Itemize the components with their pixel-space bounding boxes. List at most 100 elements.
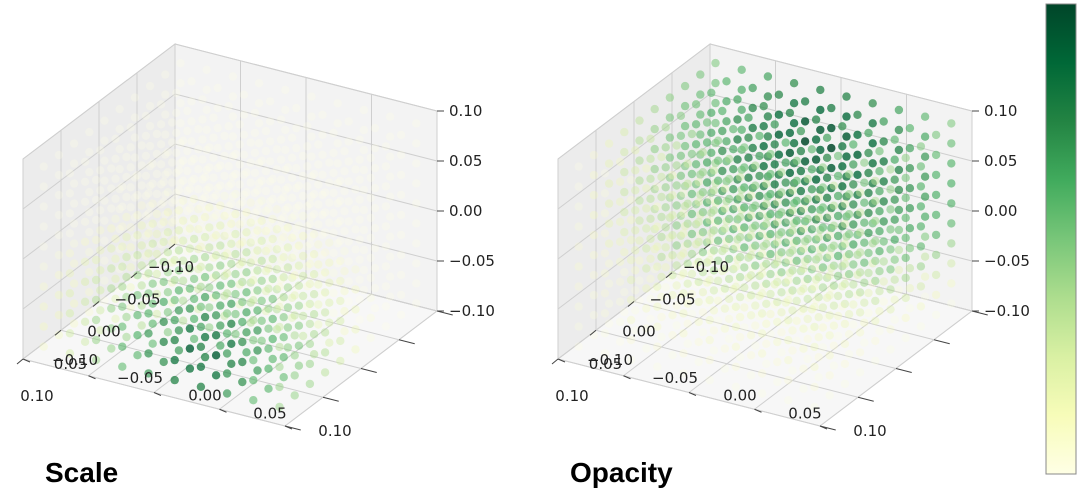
- scatter-point: [185, 324, 195, 333]
- scatter-point: [250, 168, 260, 178]
- scatter-point: [303, 242, 312, 251]
- scatter-point: [176, 178, 185, 188]
- scatter-point: [792, 216, 801, 225]
- scatter-point: [156, 240, 166, 249]
- scatter-point: [281, 185, 290, 195]
- scatter-point: [216, 201, 225, 210]
- scatter-point: [276, 175, 286, 184]
- scatter-point: [799, 344, 808, 353]
- scatter-point: [829, 261, 839, 270]
- scatter-point: [227, 199, 236, 208]
- scatter-point: [211, 191, 221, 200]
- scatter-point: [185, 244, 195, 253]
- scatter-point: [54, 190, 64, 200]
- scatter-point: [65, 349, 75, 358]
- scatter-point: [257, 196, 266, 205]
- scatter-point: [359, 165, 369, 175]
- scatter-point: [827, 143, 836, 153]
- scatter-point: [759, 282, 768, 291]
- scatter-point: [185, 264, 195, 273]
- scatter-point: [249, 356, 258, 365]
- scatter-point: [803, 294, 812, 304]
- scatter-point: [249, 376, 258, 385]
- scatter-point: [650, 104, 659, 114]
- scatter-point: [770, 260, 779, 269]
- scatter-point: [789, 99, 799, 108]
- scatter-point: [849, 240, 858, 249]
- scatter-point: [855, 368, 865, 377]
- scatter-point: [144, 229, 153, 238]
- scatter-point: [287, 153, 297, 162]
- scatter-point: [303, 122, 312, 131]
- scatter-point: [202, 245, 211, 254]
- scatter-point: [305, 299, 315, 309]
- scatter-point: [115, 144, 124, 154]
- scatter-point: [305, 359, 315, 369]
- scatter-point: [276, 275, 286, 284]
- scatter-point: [698, 168, 708, 177]
- scatter-point: [698, 148, 708, 157]
- scatter-point: [879, 297, 888, 306]
- scatter-point: [574, 242, 583, 251]
- scatter-point: [185, 304, 195, 313]
- scatter-point: [661, 263, 670, 272]
- scatter-point: [755, 131, 764, 141]
- scatter-point: [744, 293, 753, 302]
- scatter-point: [111, 274, 120, 283]
- scatter-point: [213, 143, 222, 153]
- scatter-point: [744, 273, 753, 282]
- scatter-point: [107, 204, 116, 213]
- scatter-point: [318, 210, 327, 219]
- scatter-point: [249, 256, 258, 265]
- tick-mark: [688, 392, 697, 396]
- scatter-point: [198, 135, 207, 144]
- scatter-point: [228, 172, 238, 181]
- scatter-point: [759, 122, 768, 131]
- scatter-point: [807, 185, 817, 194]
- scatter-point: [254, 139, 264, 148]
- scatter-point: [261, 166, 271, 176]
- scatter-point: [698, 188, 708, 197]
- scatter-point: [920, 132, 930, 141]
- scatter-point: [694, 177, 703, 187]
- scatter-point: [294, 181, 304, 190]
- scatter-point: [231, 269, 240, 279]
- scatter-point: [242, 348, 251, 357]
- y-tick-label: 0.05: [253, 404, 286, 422]
- scatter-point: [814, 213, 823, 222]
- scatter-point: [176, 218, 185, 228]
- scatter-point: [381, 262, 391, 271]
- scatter-point: [842, 152, 851, 161]
- scatter-point: [931, 150, 941, 160]
- scatter-point: [773, 257, 782, 267]
- scatter-point: [239, 130, 249, 139]
- scatter-point: [631, 286, 640, 295]
- scatter-point: [713, 136, 723, 145]
- scatter-point: [122, 312, 131, 322]
- scatter-point: [305, 259, 315, 269]
- scatter-point: [314, 220, 323, 229]
- scatter-point: [264, 284, 273, 293]
- scatter-point: [811, 235, 821, 244]
- scatter-point: [635, 116, 644, 125]
- grid-line: [22, 143, 176, 260]
- scatter-point: [366, 193, 375, 203]
- scatter-point: [653, 302, 662, 311]
- scatter-point: [333, 179, 342, 188]
- scatter-point: [731, 222, 741, 231]
- scatter-point: [733, 95, 742, 104]
- scatter-point: [822, 293, 832, 302]
- grid-line: [174, 143, 438, 212]
- scatter-point: [189, 194, 199, 204]
- scatter-point: [246, 278, 255, 287]
- scatter-point: [833, 311, 843, 321]
- scatter-point: [69, 319, 79, 328]
- scatter-point: [799, 244, 808, 253]
- scatter-point: [868, 139, 877, 148]
- scatter-point: [720, 344, 730, 353]
- scatter-point: [827, 183, 836, 193]
- scatter-point: [235, 140, 244, 149]
- scatter-point: [860, 158, 869, 167]
- scatter-point: [211, 331, 221, 340]
